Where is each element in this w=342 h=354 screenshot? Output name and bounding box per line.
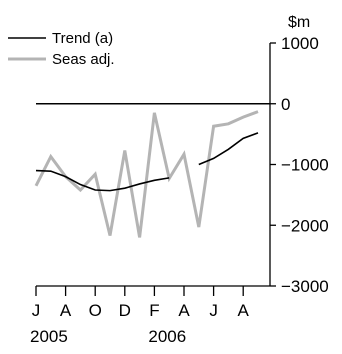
legend-seasadj-label: Seas adj.: [52, 51, 115, 68]
legend-trend-label: Trend (a): [52, 30, 113, 47]
x-tick-label: A: [60, 301, 72, 320]
trend-line: [198, 132, 259, 166]
y-axis-ticks: 1000 0 −1000 −2000 −3000: [270, 34, 329, 296]
x-year-label: 2005: [30, 327, 68, 346]
trend-line: [35, 169, 170, 192]
x-tick-label: F: [149, 301, 159, 320]
legend: Trend (a) Seas adj.: [8, 30, 115, 68]
y-tick-label: −1000: [281, 156, 329, 175]
x-tick-label: D: [119, 301, 131, 320]
x-year-label: 2006: [148, 327, 186, 346]
y-tick-label: 1000: [281, 34, 319, 53]
series-layer: [34, 110, 259, 238]
unit-label: $m: [288, 14, 310, 31]
x-tick-label: A: [178, 301, 190, 320]
x-tick-label: O: [89, 301, 102, 320]
y-tick-label: 0: [281, 95, 290, 114]
x-tick-label: J: [209, 301, 218, 320]
x-tick-label: J: [32, 301, 41, 320]
y-tick-label: −2000: [281, 216, 329, 235]
y-tick-label: −3000: [281, 277, 329, 296]
x-tick-label: A: [238, 301, 250, 320]
seas-adj-line: [34, 110, 259, 238]
